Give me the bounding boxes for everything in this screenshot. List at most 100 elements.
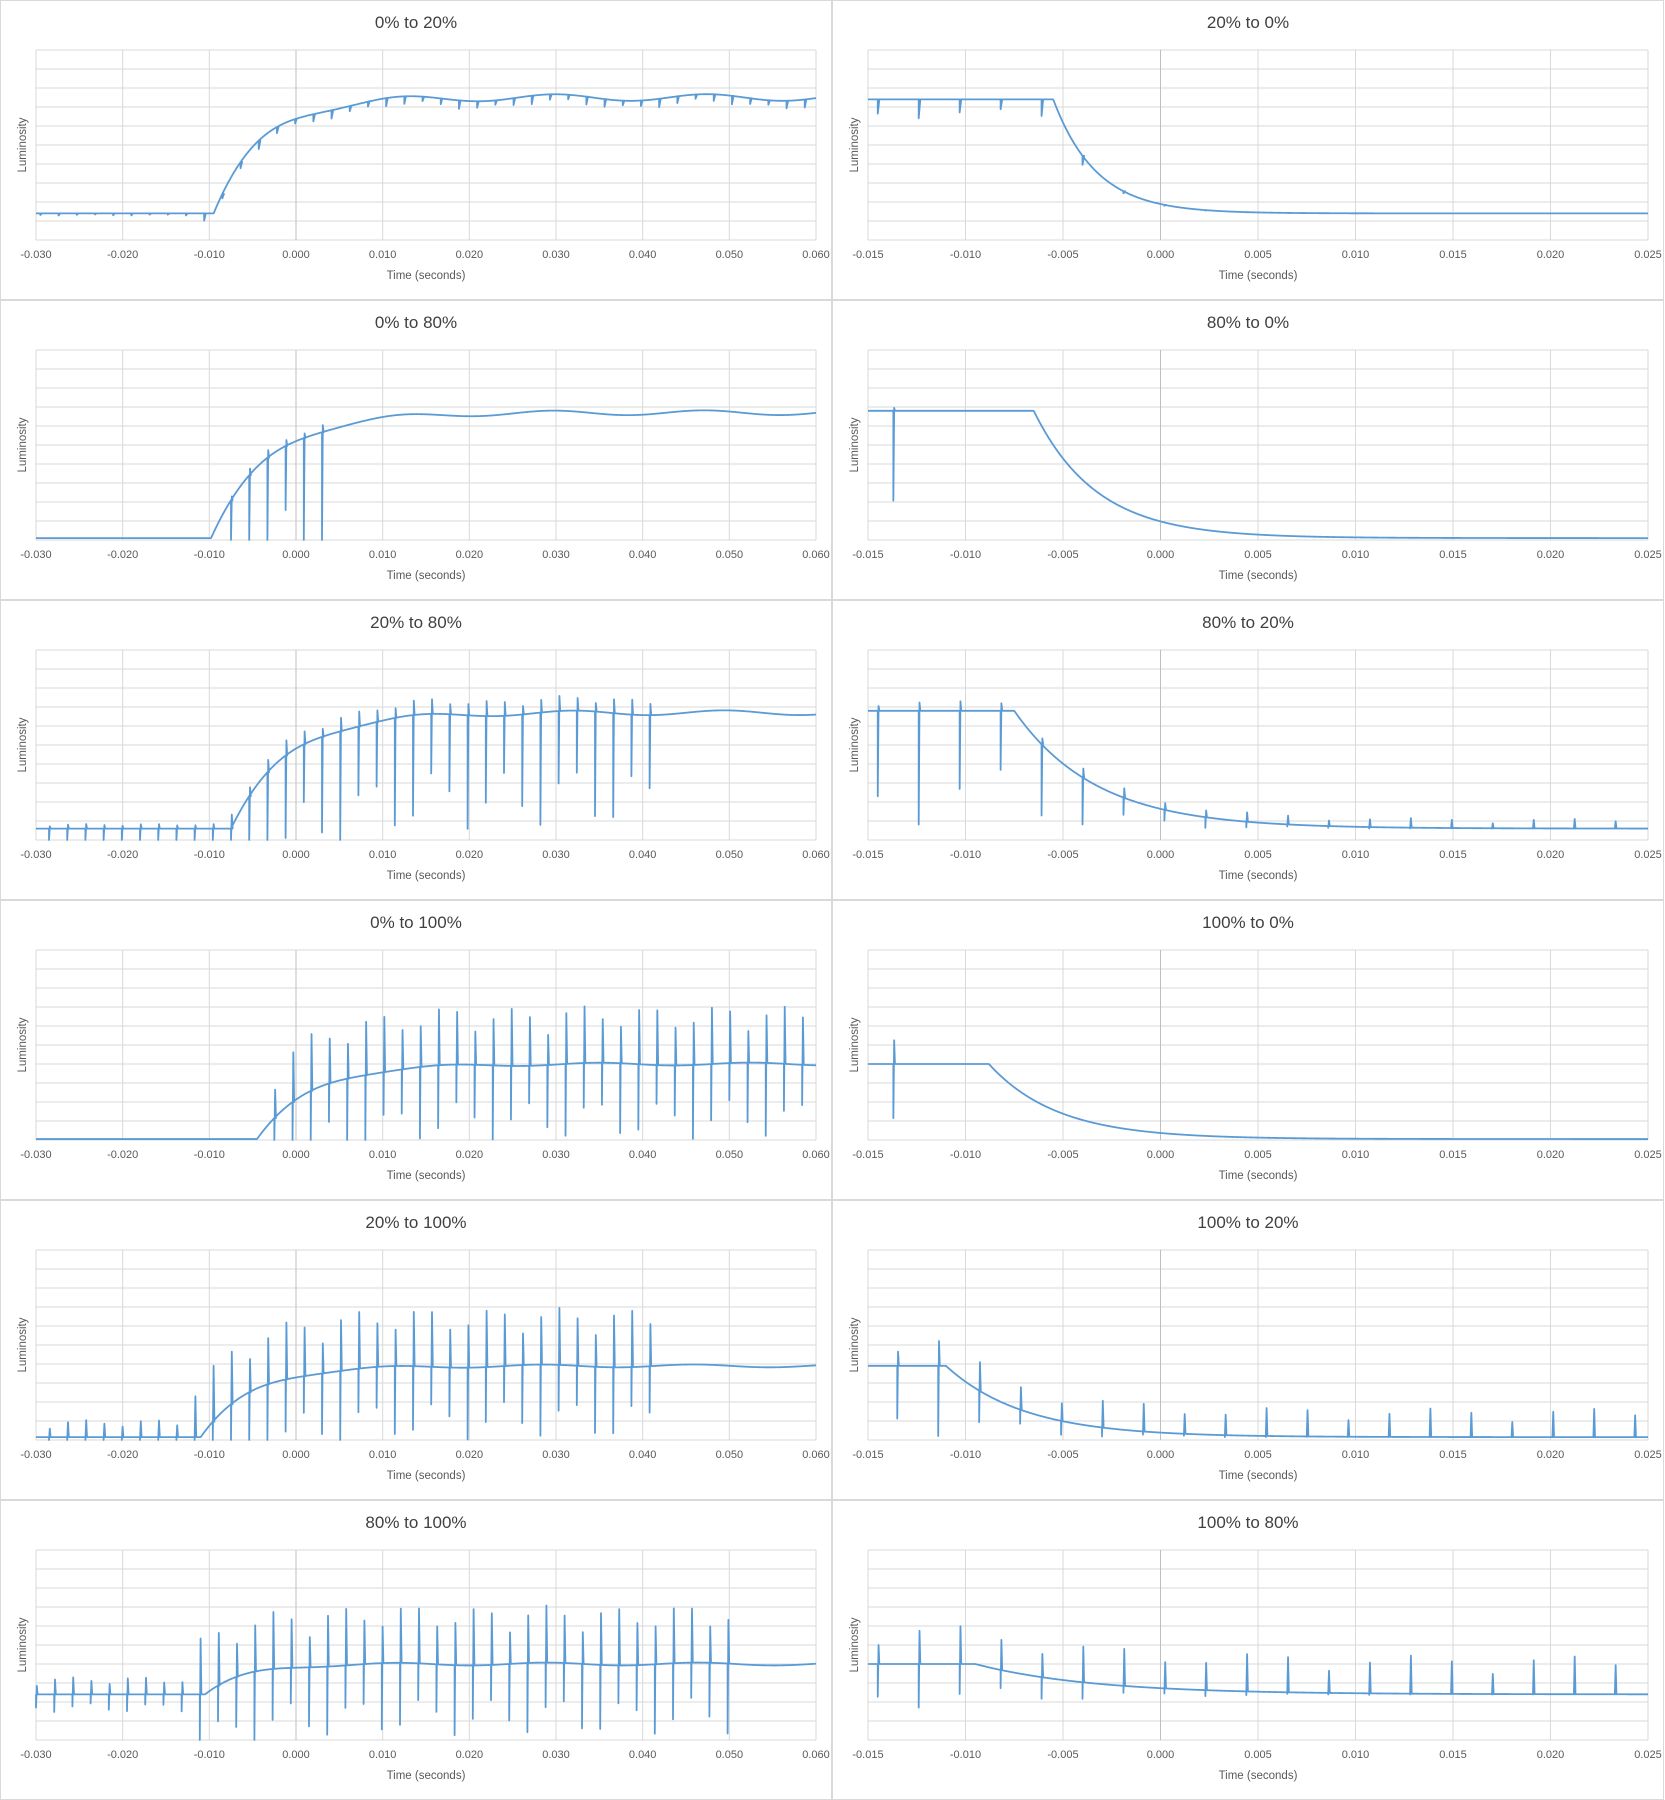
y-axis-label: Luminosity	[17, 717, 29, 772]
x-tick-label: 0.060	[802, 1749, 830, 1761]
x-tick-label: 0.005	[1244, 1449, 1272, 1461]
x-tick-label: 0.015	[1439, 849, 1467, 861]
x-tick-label: 0.000	[1147, 249, 1175, 261]
y-axis-label: Luminosity	[17, 417, 29, 472]
x-tick-label: 0.015	[1439, 549, 1467, 561]
x-tick-label: 0.020	[456, 1749, 484, 1761]
x-tick-label: -0.005	[1047, 1749, 1078, 1761]
x-tick-label: -0.020	[107, 249, 138, 261]
x-tick-label: -0.015	[852, 1449, 883, 1461]
chart-panel: 80% to 0% -0.015 -0.010 -0.005 0.000 0.005 0.0…	[832, 300, 1664, 600]
y-axis-label: Luminosity	[849, 117, 861, 172]
x-tick-label: 0.020	[456, 1449, 484, 1461]
series-line	[35, 93, 817, 222]
x-tick-label: 0.010	[369, 1749, 397, 1761]
series-line	[867, 1340, 1649, 1439]
x-tick-label: -0.030	[20, 549, 51, 561]
x-tick-label: 0.005	[1244, 249, 1272, 261]
x-tick-label: -0.030	[20, 1749, 51, 1761]
chart-title: 80% to 0%	[1207, 313, 1289, 332]
y-axis-label: Luminosity	[17, 1617, 29, 1672]
x-tick-label: -0.010	[194, 1449, 225, 1461]
x-tick-label: 0.010	[369, 1149, 397, 1161]
x-tick-label: 0.050	[716, 849, 744, 861]
x-tick-label: 0.000	[1147, 1149, 1175, 1161]
chart-panel: 20% to 100% -0.030 -0.020 -0.010 0.000 0.010 0…	[0, 1200, 832, 1500]
series-line	[867, 700, 1649, 830]
x-tick-label: 0.000	[1147, 1449, 1175, 1461]
series-line	[867, 1039, 1649, 1140]
chart-title: 0% to 100%	[370, 913, 462, 932]
x-tick-label: 0.010	[1342, 1749, 1370, 1761]
x-tick-label: -0.005	[1047, 1149, 1078, 1161]
x-axis-label: Time (seconds)	[387, 1170, 466, 1182]
series-line	[35, 409, 817, 541]
x-tick-label: 0.025	[1634, 549, 1662, 561]
y-axis-label: Luminosity	[849, 717, 861, 772]
chart-title: 100% to 20%	[1197, 1213, 1298, 1232]
chart-title: 100% to 80%	[1197, 1513, 1298, 1532]
x-tick-label: -0.010	[950, 849, 981, 861]
x-tick-label: 0.020	[1537, 249, 1565, 261]
x-axis-label: Time (seconds)	[387, 570, 466, 582]
chart-panel: 0% to 100% -0.030 -0.020 -0.010 0.000 0.010 0.…	[0, 900, 832, 1200]
x-tick-label: -0.010	[194, 1149, 225, 1161]
x-tick-label: -0.015	[852, 549, 883, 561]
x-tick-label: -0.020	[107, 1749, 138, 1761]
x-tick-label: 0.010	[1342, 849, 1370, 861]
x-tick-label: 0.020	[456, 549, 484, 561]
x-tick-label: 0.010	[1342, 1449, 1370, 1461]
x-tick-label: 0.025	[1634, 1149, 1662, 1161]
x-tick-label: -0.005	[1047, 849, 1078, 861]
x-tick-label: -0.015	[852, 849, 883, 861]
x-tick-label: 0.010	[1342, 249, 1370, 261]
x-tick-label: 0.020	[1537, 1449, 1565, 1461]
x-axis-label: Time (seconds)	[387, 1470, 466, 1482]
x-axis-label: Time (seconds)	[1219, 870, 1298, 882]
x-tick-label: -0.005	[1047, 549, 1078, 561]
chart-panel: 100% to 80% -0.015 -0.010 -0.005 0.000 0.005 0…	[832, 1500, 1664, 1800]
series-line	[35, 1604, 817, 1741]
x-tick-label: 0.000	[282, 849, 310, 861]
y-axis-label: Luminosity	[17, 117, 29, 172]
series-line	[35, 1005, 817, 1141]
x-tick-label: 0.060	[802, 1449, 830, 1461]
x-tick-label: -0.015	[852, 1149, 883, 1161]
series-line	[867, 98, 1649, 215]
x-axis-label: Time (seconds)	[1219, 1770, 1298, 1782]
x-tick-label: -0.020	[107, 849, 138, 861]
chart-panel: 100% to 0% -0.015 -0.010 -0.005 0.000 0.005 0.…	[832, 900, 1664, 1200]
series-line	[867, 407, 1649, 539]
x-tick-label: 0.030	[542, 1149, 570, 1161]
x-tick-label: 0.020	[1537, 1749, 1565, 1761]
x-tick-label: 0.050	[716, 249, 744, 261]
x-tick-label: 0.030	[542, 1449, 570, 1461]
chart-panel: 20% to 0% -0.015 -0.010 -0.005 0.000 0.005 0.0…	[832, 0, 1664, 300]
x-tick-label: 0.060	[802, 249, 830, 261]
x-tick-label: 0.005	[1244, 1149, 1272, 1161]
x-axis-label: Time (seconds)	[1219, 270, 1298, 282]
x-tick-label: 0.040	[629, 849, 657, 861]
chart-title: 100% to 0%	[1202, 913, 1294, 932]
chart-title: 20% to 80%	[370, 613, 462, 632]
x-tick-label: 0.020	[456, 1149, 484, 1161]
x-axis-label: Time (seconds)	[387, 270, 466, 282]
x-tick-label: 0.000	[282, 1449, 310, 1461]
y-axis-label: Luminosity	[849, 1317, 861, 1372]
x-tick-label: 0.050	[716, 1749, 744, 1761]
x-tick-label: -0.010	[194, 849, 225, 861]
x-tick-label: 0.020	[1537, 849, 1565, 861]
chart-title: 0% to 80%	[375, 313, 457, 332]
x-tick-label: 0.060	[802, 1149, 830, 1161]
x-tick-label: 0.040	[629, 249, 657, 261]
x-axis-label: Time (seconds)	[1219, 1470, 1298, 1482]
x-tick-label: 0.020	[456, 849, 484, 861]
x-tick-label: -0.010	[194, 549, 225, 561]
x-tick-label: -0.010	[194, 249, 225, 261]
chart-title: 20% to 100%	[365, 1213, 466, 1232]
y-axis-label: Luminosity	[849, 417, 861, 472]
x-tick-label: 0.025	[1634, 1749, 1662, 1761]
x-tick-label: 0.010	[369, 1449, 397, 1461]
chart-title: 0% to 20%	[375, 13, 457, 32]
x-tick-label: 0.020	[1537, 1149, 1565, 1161]
